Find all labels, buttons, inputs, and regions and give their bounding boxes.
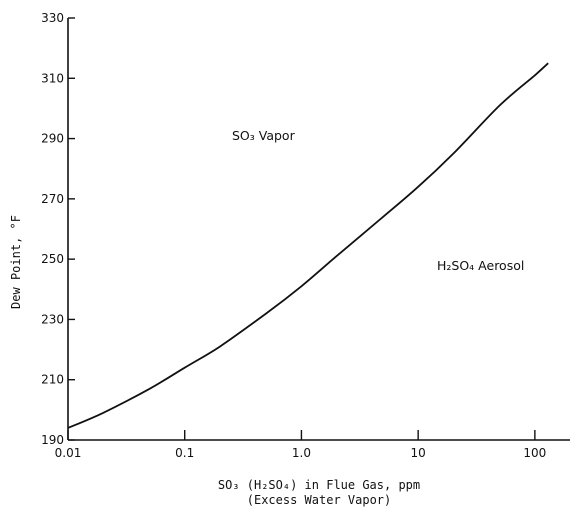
x-axis-label: SO₃ (H₂SO₄) in Flue Gas, ppm: [218, 478, 420, 492]
x-tick-label: 1.0: [292, 446, 311, 460]
y-tick-label: 310: [41, 71, 64, 85]
y-tick-label: 210: [41, 373, 64, 387]
x-tick-label: 10: [411, 446, 426, 460]
y-tick-label: 190: [41, 433, 64, 447]
y-tick-label: 290: [41, 132, 64, 146]
x-axis-label-sub: (Excess Water Vapor): [247, 493, 392, 507]
y-tick-label: 230: [41, 312, 64, 326]
x-tick-label: 0.1: [175, 446, 194, 460]
y-tick-label: 250: [41, 252, 64, 266]
x-tick-label: 0.01: [55, 446, 82, 460]
x-ticks: 0.01 0.1 1.0 10 100: [55, 430, 546, 460]
y-axis-label: Dew Point, °F: [9, 215, 23, 309]
so3-vapor-region-label: SO₃ Vapor: [232, 128, 296, 143]
axes: [67, 18, 570, 441]
x-tick-label: 100: [523, 446, 546, 460]
y-tick-label: 270: [41, 192, 64, 206]
h2so4-aerosol-region-label: H₂SO₄ Aerosol: [437, 258, 524, 273]
dew-point-curve: [67, 62, 549, 429]
y-ticks: 190 210 230 250 270 290 310 330: [41, 11, 75, 447]
y-tick-label: 330: [41, 11, 64, 25]
